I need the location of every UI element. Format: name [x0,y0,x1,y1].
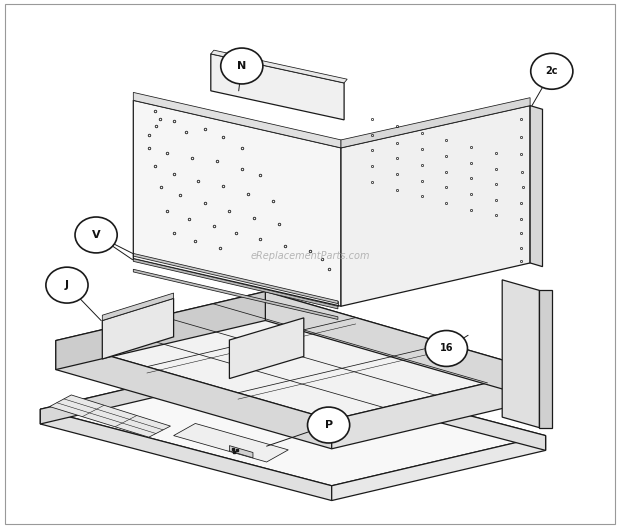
Polygon shape [133,269,338,319]
Polygon shape [254,359,546,450]
Polygon shape [40,359,546,486]
Polygon shape [133,92,341,148]
Polygon shape [174,423,288,462]
Polygon shape [133,253,338,304]
Polygon shape [332,436,546,501]
Circle shape [308,407,350,443]
Polygon shape [229,318,304,379]
Circle shape [221,48,263,84]
Polygon shape [102,293,174,320]
Polygon shape [502,280,539,428]
Polygon shape [265,291,539,400]
Polygon shape [332,371,539,449]
Circle shape [75,217,117,253]
Text: 16: 16 [440,344,453,353]
Polygon shape [102,298,174,359]
Text: eReplacementParts.com: eReplacementParts.com [250,251,370,261]
Text: P: P [324,420,333,430]
Polygon shape [341,98,530,148]
Polygon shape [133,100,341,306]
Polygon shape [40,409,332,501]
Polygon shape [530,106,542,267]
Polygon shape [341,106,530,306]
Polygon shape [50,395,170,437]
Text: V: V [92,230,100,240]
Polygon shape [56,291,539,420]
Text: N: N [237,61,246,71]
Polygon shape [211,50,347,83]
Text: 2c: 2c [546,67,558,76]
Polygon shape [133,259,338,309]
Polygon shape [229,446,253,458]
Circle shape [46,267,88,303]
Circle shape [531,53,573,89]
Polygon shape [56,341,332,449]
Text: J: J [65,280,69,290]
Polygon shape [211,54,344,120]
Circle shape [425,331,467,366]
Polygon shape [40,359,254,424]
Polygon shape [56,291,265,370]
Polygon shape [539,290,552,428]
